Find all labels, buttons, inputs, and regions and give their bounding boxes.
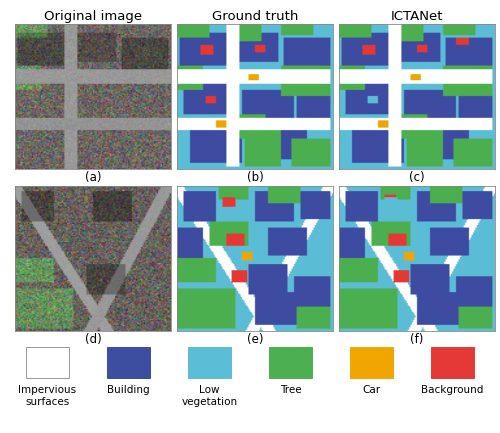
- Bar: [350, 347, 393, 378]
- Text: Tree: Tree: [280, 385, 301, 395]
- Bar: [26, 347, 69, 378]
- Text: Building: Building: [107, 385, 150, 395]
- Bar: [188, 347, 231, 378]
- Text: Impervious
surfaces: Impervious surfaces: [18, 385, 76, 407]
- Bar: [107, 347, 150, 378]
- Text: Background: Background: [422, 385, 484, 395]
- Title: ICTANet: ICTANet: [391, 10, 444, 23]
- X-axis label: (d): (d): [84, 333, 102, 346]
- X-axis label: (e): (e): [247, 333, 263, 346]
- X-axis label: (b): (b): [246, 171, 264, 184]
- Text: Low
vegetation: Low vegetation: [182, 385, 238, 407]
- Title: Original image: Original image: [44, 10, 142, 23]
- Bar: [431, 347, 474, 378]
- Bar: [269, 347, 312, 378]
- X-axis label: (a): (a): [84, 171, 101, 184]
- Text: Car: Car: [362, 385, 380, 395]
- Title: Ground truth: Ground truth: [212, 10, 298, 23]
- X-axis label: (c): (c): [410, 171, 425, 184]
- X-axis label: (f): (f): [410, 333, 424, 346]
